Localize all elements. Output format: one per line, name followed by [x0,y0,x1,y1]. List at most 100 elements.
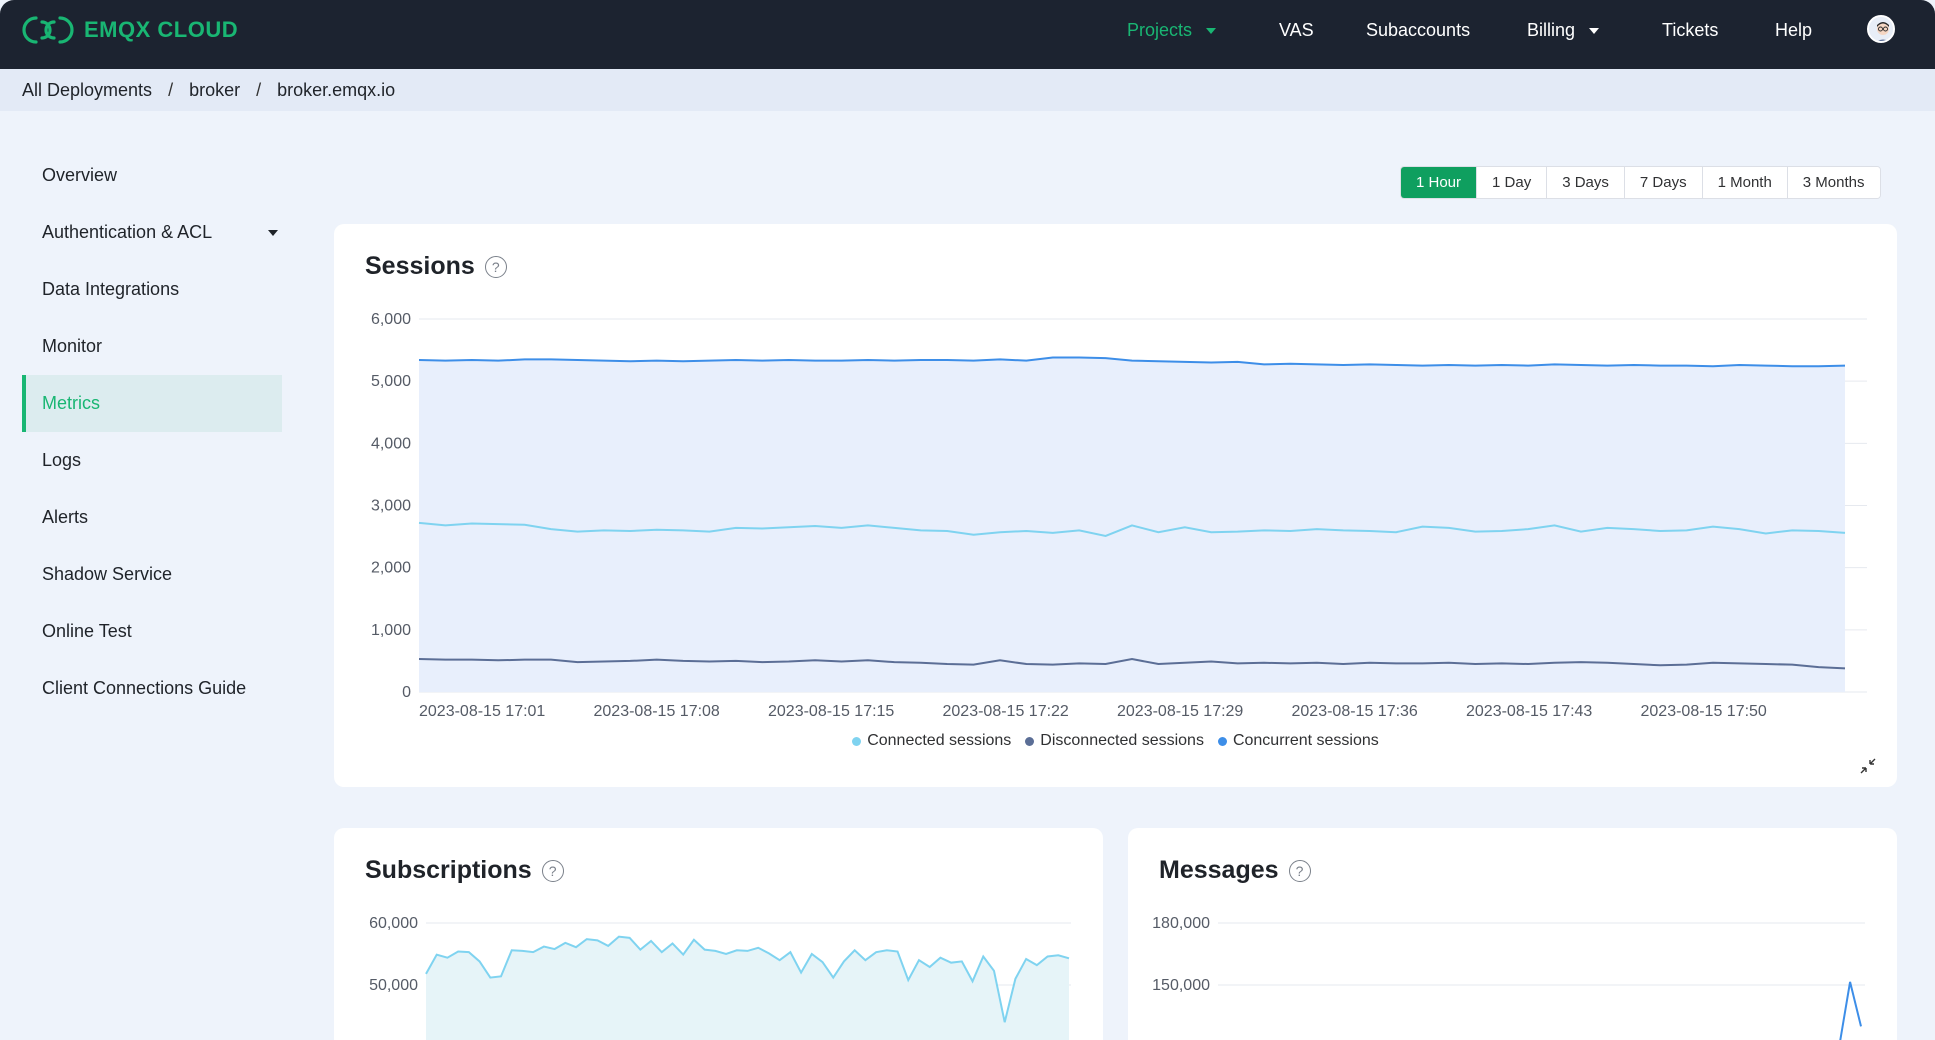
x-tick-label: 2023-08-15 17:36 [1292,703,1418,720]
legend-dot [852,736,862,746]
sidebar-item-label: Data Integrations [42,279,180,299]
sidebar-item-label: Alerts [42,507,89,527]
legend-item[interactable]: Concurrent sessions [1217,732,1379,750]
sidebar-item-online-test[interactable]: Online Test [22,603,282,660]
sidebar-item-shadow-service[interactable]: Shadow Service [22,546,282,603]
x-tick-label: 2023-08-15 17:15 [768,703,894,720]
range-button-7-days[interactable]: 7 Days [1623,167,1702,198]
y-tick-label: 50,000 [369,977,418,994]
sidebar-item-logs[interactable]: Logs [22,432,282,489]
sidebar-item-label: Client Connections Guide [42,678,247,698]
y-tick-label: 6,000 [371,311,411,328]
top-navbar: EMQX CLOUD Projects VAS Subaccounts Bill… [0,0,1935,69]
range-button-3-days[interactable]: 3 Days [1546,167,1624,198]
sidebar-item-monitor[interactable]: Monitor [22,318,282,375]
y-tick-label: 0 [402,684,411,701]
x-tick-label: 2023-08-15 17:08 [594,703,720,720]
range-button-1-hour[interactable]: 1 Hour [1401,167,1477,198]
legend-item[interactable]: Disconnected sessions [1025,732,1204,750]
sidebar-item-overview[interactable]: Overview [22,147,282,204]
legend-label: Concurrent sessions [1232,732,1379,749]
disconnected-sessions-line [418,658,1846,670]
sessions-chart: 0 1,000 2,000 3,000 4,000 5,000 6,000 2023-08-1… [371,311,1867,720]
sidebar-item-authentication[interactable]: Authentication & ACL [22,204,282,261]
y-tick-label: 2,000 [371,560,411,577]
nav-subaccounts[interactable]: Subaccounts [1366,20,1470,41]
breadcrumb-item[interactable]: All Deployments [22,79,153,100]
sidebar-item-metrics[interactable]: Metrics [22,375,282,432]
sessions-legend: Connected sessions Disconnected sessions… [334,732,1897,750]
breadcrumb-separator: / [256,79,262,100]
sidebar-item-client-connections-guide[interactable]: Client Connections Guide [22,660,282,717]
sidebar-item-label: Online Test [42,621,132,641]
sidebar-item-alerts[interactable]: Alerts [22,489,282,546]
nav-projects[interactable]: Projects [1127,20,1217,41]
range-button-1-month[interactable]: 1 Month [1701,167,1787,198]
card-title: Subscriptions ? [365,856,564,885]
card-title: Messages ? [1159,856,1311,885]
legend-label: Disconnected sessions [1040,732,1204,749]
question-circle-icon[interactable]: ? [541,859,564,882]
question-circle-icon[interactable]: ? [484,255,507,278]
nav-label: Subaccounts [1366,20,1471,40]
messages-title: Messages [1159,856,1279,884]
y-tick-label: 3,000 [371,498,411,515]
sidebar-item-label: Logs [42,450,82,470]
legend-item[interactable]: Connected sessions [852,732,1011,750]
breadcrumb-separator: / [168,79,174,100]
y-tick-label: 180,000 [1152,915,1210,932]
y-tick-label: 1,000 [371,622,411,639]
nav-vas[interactable]: VAS [1279,20,1314,41]
avatar-image [1869,17,1893,41]
sessions-title: Sessions [365,252,475,280]
chevron-down-icon [1589,27,1600,34]
sidebar: Overview Authentication & ACL Data Integ… [22,147,282,717]
subscriptions-title: Subscriptions [365,856,532,884]
sidebar-item-label: Shadow Service [42,564,173,584]
question-circle-icon[interactable]: ? [1288,859,1311,882]
messages-line [1839,981,1862,1040]
concurrent-sessions-line [418,356,1846,368]
emqx-logo-icon [22,16,74,44]
nav-label: Tickets [1662,20,1719,40]
legend-dot [1025,736,1035,746]
range-button-1-day[interactable]: 1 Day [1476,167,1547,198]
nav-label: Billing [1527,20,1576,40]
shrink-arrows-icon[interactable] [1859,757,1877,775]
nav-billing[interactable]: Billing [1527,20,1600,41]
x-tick-label: 2023-08-15 17:50 [1641,703,1767,720]
sidebar-item-label: Monitor [42,336,103,356]
nav-label: VAS [1279,20,1314,40]
breadcrumb-item[interactable]: broker [189,79,241,100]
legend-label: Connected sessions [867,732,1012,749]
chevron-down-icon [1206,27,1217,34]
subscriptions-area [426,936,1069,1040]
sidebar-item-data-integrations[interactable]: Data Integrations [22,261,282,318]
y-tick-label: 4,000 [371,435,411,452]
sidebar-item-label: Authentication & ACL [42,222,213,242]
user-avatar-icon[interactable] [1867,15,1895,43]
y-tick-label: 150,000 [1152,977,1210,994]
y-tick-label: 60,000 [369,915,418,932]
nav-help[interactable]: Help [1775,20,1812,41]
subscriptions-card: Subscriptions ? 60,000 50,000 [334,828,1103,1040]
card-title: Sessions ? [365,252,507,281]
x-tick-label: 2023-08-15 17:43 [1466,703,1592,720]
chevron-down-icon [268,230,278,236]
nav-label: Help [1775,20,1813,40]
breadcrumb: All Deployments / broker / broker.emqx.i… [0,69,1935,111]
messages-card: Messages ? 180,000 150,000 [1128,828,1897,1040]
subscriptions-chart: 60,000 50,000 [369,915,1071,1040]
breadcrumb-item-current: broker.emqx.io [277,79,396,100]
x-tick-label: 2023-08-15 17:22 [943,703,1069,720]
nav-tickets[interactable]: Tickets [1662,20,1718,41]
connected-sessions-line [418,521,1846,538]
logo[interactable]: EMQX CLOUD [22,14,238,46]
range-button-3-months[interactable]: 3 Months [1786,167,1880,198]
time-range-selector: 1 Hour 1 Day 3 Days 7 Days 1 Month 3 Mon… [1400,166,1881,199]
x-tick-label: 2023-08-15 17:29 [1117,703,1243,720]
logo-text: EMQX CLOUD [84,17,239,42]
sessions-card: Sessions ? 0 1,000 2,000 3,000 4,000 5,000 6,0… [334,224,1897,787]
messages-chart: 180,000 150,000 [1152,915,1865,1040]
